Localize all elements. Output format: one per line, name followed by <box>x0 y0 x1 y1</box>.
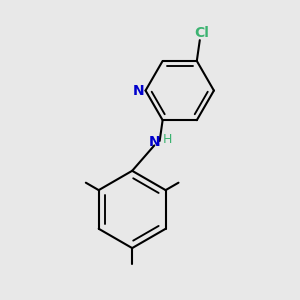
Text: N: N <box>148 135 160 149</box>
Text: N: N <box>133 84 145 98</box>
Text: H: H <box>162 133 172 146</box>
Text: Cl: Cl <box>194 26 209 40</box>
